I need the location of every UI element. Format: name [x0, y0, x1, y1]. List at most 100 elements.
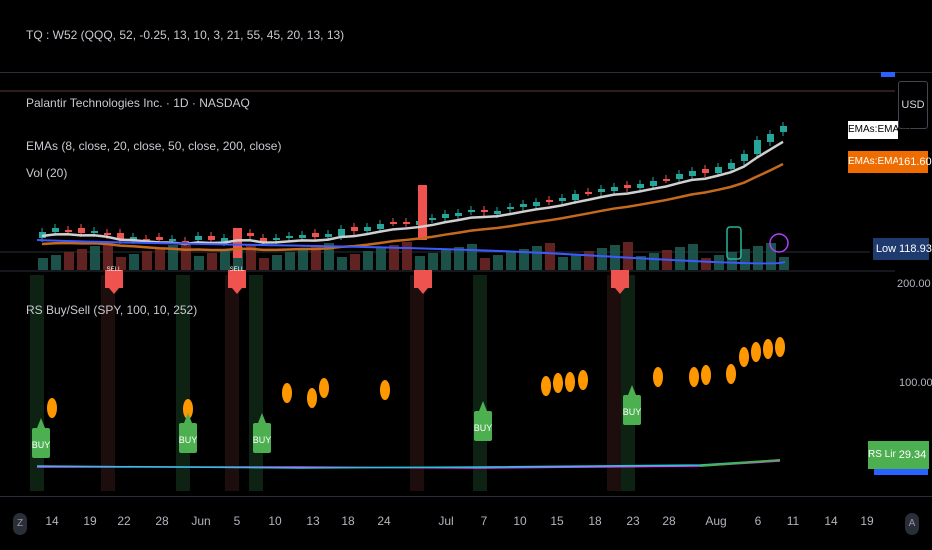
- candle-body-40: [559, 198, 566, 201]
- indicator-legend-tq[interactable]: TQ : W52 (QQQ, 52, -0.25, 13, 10, 3, 21,…: [26, 28, 345, 42]
- buy-box-0: [32, 428, 50, 458]
- sell-marker-jul-box: [414, 270, 432, 288]
- time-axis-label: 11: [786, 514, 800, 528]
- auto-scale-button[interactable]: A: [905, 513, 919, 535]
- emas-legend[interactable]: EMAs (8, close, 20, close, 50, close, 20…: [26, 139, 282, 153]
- sell-marker-may-box: [105, 270, 123, 288]
- volume-bar-18: [272, 255, 282, 270]
- volume-bar-23: [337, 257, 347, 270]
- candle-body-20: [299, 235, 306, 238]
- candle-body-41: [572, 194, 579, 200]
- time-axis-label: 18: [588, 514, 602, 528]
- rs-tick-200: 200.00: [897, 278, 931, 290]
- ema2-scale-label: EMAs:EMA #2: [848, 151, 912, 173]
- candle-body-16: [247, 233, 254, 236]
- rs-dot-1: [183, 399, 193, 419]
- buy-label-3: BUY: [474, 423, 493, 433]
- time-axis-label: 10: [513, 514, 527, 528]
- volume-bar-5: [103, 243, 113, 270]
- signal-band-1: [101, 275, 115, 491]
- buy-arrow-3: [479, 401, 487, 411]
- candle-body-9: [156, 237, 163, 240]
- signal-band-5: [410, 275, 424, 491]
- volume-bar-8: [142, 251, 152, 270]
- candle-body-51: [702, 169, 709, 173]
- sell-marker-jun-label: SELL: [230, 267, 245, 273]
- scale-marker-bottom: [874, 469, 928, 475]
- volume-bar-9: [155, 248, 165, 270]
- candle-body-6: [117, 233, 124, 240]
- time-axis-label: 18: [341, 514, 355, 528]
- volume-bar-37: [519, 249, 529, 270]
- rs-dot-8: [565, 372, 575, 392]
- candle-body-36: [507, 207, 514, 209]
- rs-dot-5: [380, 380, 390, 400]
- time-axis-label: 23: [626, 514, 640, 528]
- candle-body-37: [520, 204, 527, 207]
- candle-body-21: [312, 233, 319, 237]
- symbol-title[interactable]: Palantir Technologies Inc. · 1D · NASDAQ: [26, 96, 250, 110]
- volume-bar-2: [64, 252, 74, 270]
- vol-legend[interactable]: Vol (20): [26, 166, 68, 180]
- volume-bar-35: [493, 255, 503, 270]
- rs-dot-10: [653, 367, 663, 387]
- buy-arrow-0: [37, 418, 45, 428]
- buy-arrow-4: [628, 385, 636, 395]
- sell-marker-may-label: SELL: [107, 267, 122, 273]
- rs-dot-15: [751, 342, 761, 362]
- volume-bar-50: [688, 244, 698, 270]
- volume-bar-21: [311, 246, 321, 270]
- signal-band-3: [225, 275, 239, 491]
- volume-bar-46: [636, 256, 646, 270]
- volume-bar-4: [90, 246, 100, 270]
- volume-bar-45: [623, 242, 633, 270]
- candle-body-10: [169, 239, 176, 241]
- currency-button[interactable]: USD: [898, 81, 928, 129]
- volume-bar-30: [428, 253, 438, 270]
- rs-dot-9: [578, 370, 588, 390]
- rs-dot-6: [541, 376, 551, 396]
- candle-body-32: [455, 213, 462, 216]
- zoom-left-button[interactable]: Z: [13, 513, 27, 535]
- candle-body-24: [351, 227, 358, 231]
- candle-body-13: [208, 236, 215, 240]
- candle-body-42: [585, 192, 592, 194]
- volume-bar-36: [506, 252, 516, 270]
- volume-bar-54: [740, 249, 750, 270]
- volume-bar-22: [324, 243, 334, 270]
- sell-marker-jul23-box: [611, 270, 629, 288]
- candle-body-19: [286, 236, 293, 238]
- buy-box-1: [179, 423, 197, 453]
- volume-bar-51: [701, 258, 711, 270]
- volume-bar-13: [207, 253, 217, 270]
- volume-bar-15: [233, 247, 243, 270]
- candle-body-43: [598, 189, 605, 192]
- rs-dot-0: [47, 398, 57, 418]
- rs-line-highlight: [699, 459, 781, 467]
- candle-body-33: [468, 210, 475, 212]
- pane-divider-top[interactable]: [0, 72, 932, 73]
- candle-body-45: [624, 185, 631, 188]
- buy-label-0: BUY: [32, 440, 51, 450]
- spike-candle-jul: [418, 185, 427, 240]
- volume-bar-0: [38, 258, 48, 270]
- candle-body-30: [429, 218, 436, 220]
- time-axis-label: 15: [550, 514, 564, 528]
- buy-box-4: [623, 395, 641, 425]
- candle-body-50: [689, 171, 696, 176]
- volume-bar-53: [727, 252, 737, 270]
- ema-20-line: [41, 162, 784, 252]
- ema1-scale-label: EMAs:EMA #1: [848, 121, 912, 139]
- volume-bar-41: [571, 254, 581, 270]
- candle-body-3: [78, 228, 85, 233]
- candle-body-53: [728, 163, 735, 169]
- candle-body-18: [273, 238, 280, 240]
- candle-body-28: [403, 222, 410, 224]
- volume-bar-7: [129, 254, 139, 270]
- time-axis-label: 19: [83, 514, 97, 528]
- time-axis-label: Aug: [705, 514, 727, 528]
- volume-bar-47: [649, 253, 659, 270]
- candle-body-46: [637, 184, 644, 188]
- rs-pane-title[interactable]: RS Buy/Sell (SPY, 100, 10, 252): [26, 303, 198, 317]
